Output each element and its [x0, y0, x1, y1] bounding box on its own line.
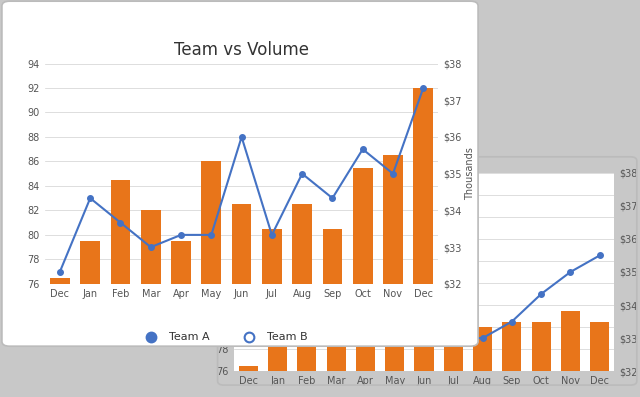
Bar [353, 168, 372, 397]
Bar [292, 204, 312, 397]
Bar [356, 327, 375, 397]
Bar [298, 327, 316, 397]
Bar [383, 155, 403, 397]
Bar [81, 241, 100, 397]
Bar [444, 327, 463, 397]
Bar [502, 322, 522, 397]
Bar [232, 204, 252, 397]
Title: Team vs Volume: Team vs Volume [174, 41, 309, 59]
Bar [590, 322, 609, 397]
Bar [413, 88, 433, 397]
Bar [239, 366, 258, 397]
Bar [50, 278, 70, 397]
Bar [326, 327, 346, 397]
Bar [202, 162, 221, 397]
Bar [141, 210, 161, 397]
Bar [268, 327, 287, 397]
Y-axis label: Thousands: Thousands [465, 147, 474, 200]
Bar [111, 180, 131, 397]
Bar [561, 310, 580, 397]
Bar [172, 241, 191, 397]
Text: Team A: Team A [169, 332, 209, 342]
Bar [415, 327, 433, 397]
Bar [532, 322, 550, 397]
Bar [385, 327, 404, 397]
Bar [473, 327, 492, 397]
Bar [323, 229, 342, 397]
Text: Team B: Team B [267, 332, 308, 342]
Bar [262, 229, 282, 397]
